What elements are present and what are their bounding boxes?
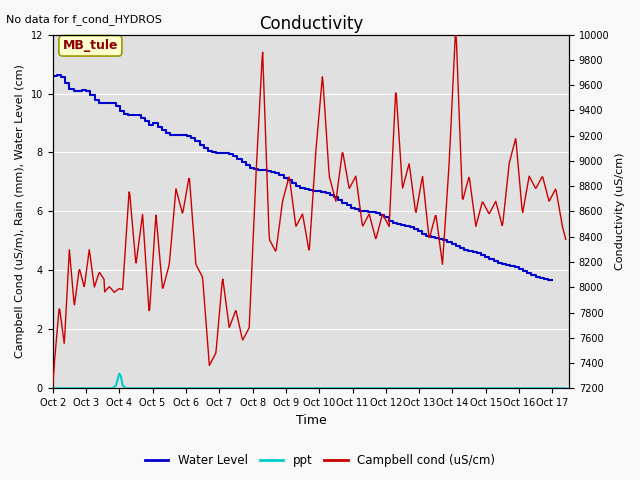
Text: MB_tule: MB_tule <box>63 39 118 52</box>
Y-axis label: Campbell Cond (uS/m), Rain (mm), Water Level (cm): Campbell Cond (uS/m), Rain (mm), Water L… <box>15 64 25 359</box>
X-axis label: Time: Time <box>296 414 326 427</box>
Text: No data for f_cond_HYDROS: No data for f_cond_HYDROS <box>6 14 163 25</box>
Legend: Water Level, ppt, Campbell cond (uS/cm): Water Level, ppt, Campbell cond (uS/cm) <box>140 449 500 472</box>
Title: Conductivity: Conductivity <box>259 15 363 33</box>
Y-axis label: Conductivity (uS/cm): Conductivity (uS/cm) <box>615 153 625 270</box>
